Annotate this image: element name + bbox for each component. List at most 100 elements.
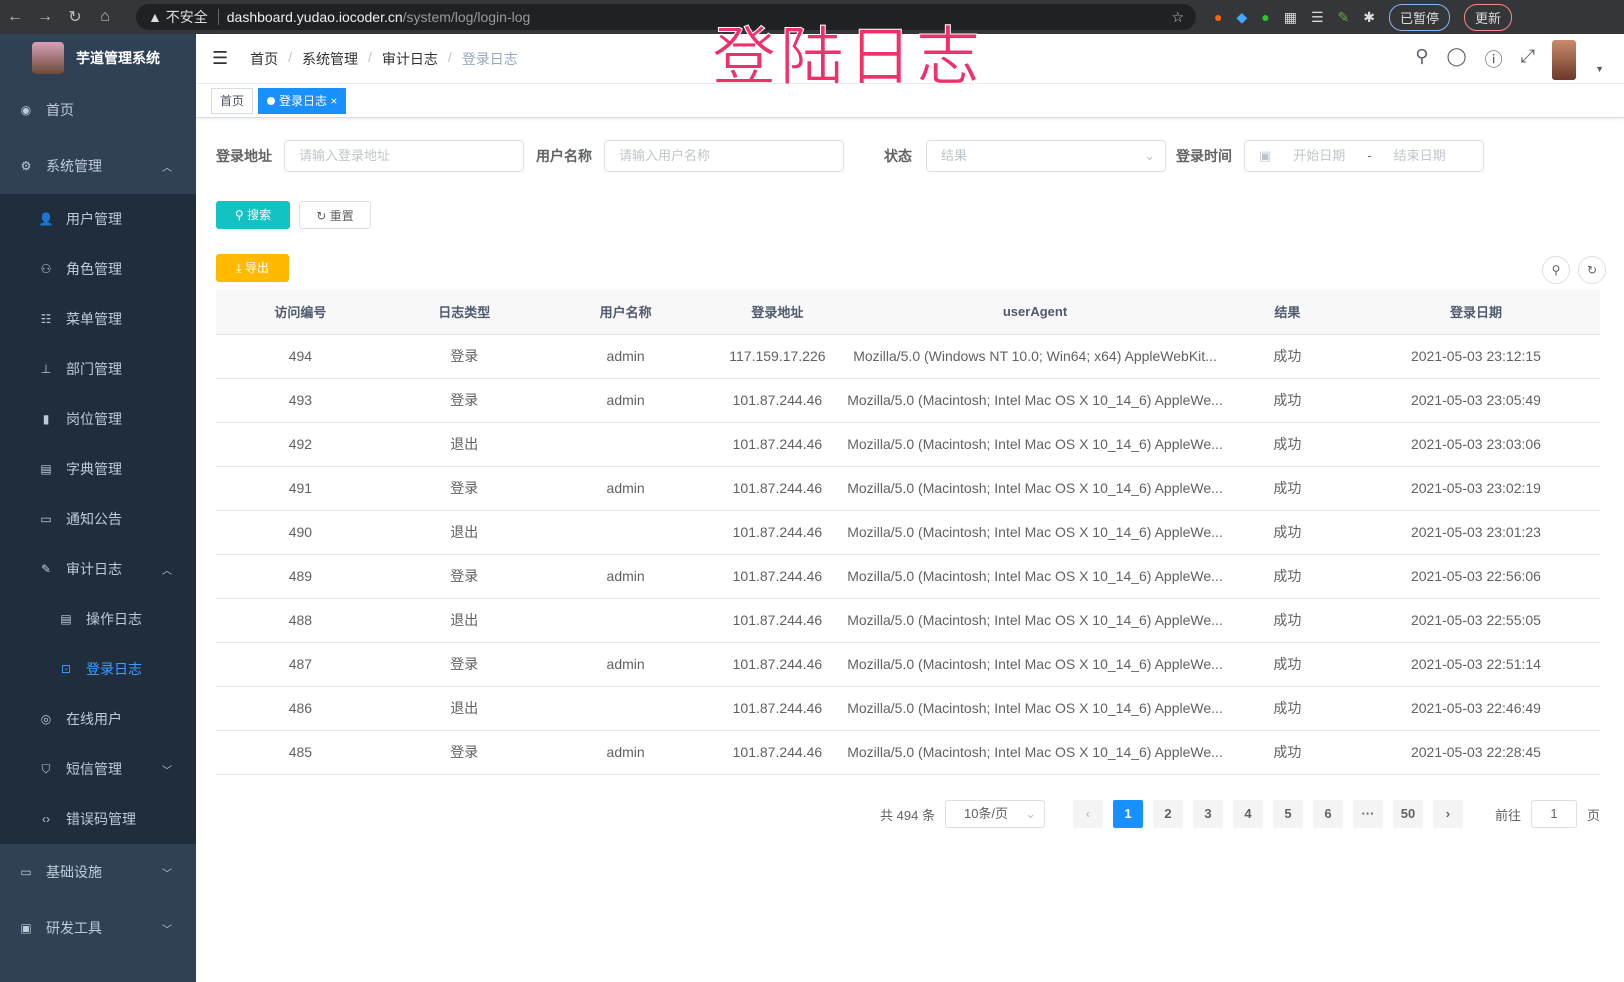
- table-cell: 494: [216, 334, 385, 379]
- table-row[interactable]: 485 登录 admin 101.87.244.46 Mozilla/5.0 (Maci…: [216, 730, 1600, 775]
- calendar-icon: ▣: [1259, 148, 1272, 163]
- table-cell: 2021-05-03 23:03:06: [1351, 422, 1600, 467]
- sidebar-item[interactable]: ⊥ 部门管理: [0, 344, 196, 394]
- bookmark-star-icon[interactable]: ☆: [1171, 8, 1184, 25]
- home-icon[interactable]: ⌂: [100, 8, 110, 25]
- sidebar-logo[interactable]: 芋道管理系统: [0, 34, 196, 82]
- table-cell: 492: [216, 422, 385, 467]
- table-cell: 489: [216, 554, 385, 599]
- page-button[interactable]: ···: [1352, 800, 1383, 828]
- sidebar-item[interactable]: ◎ 在线用户: [0, 694, 196, 744]
- sidebar-item-label: 字典管理: [66, 461, 122, 477]
- sidebar-item[interactable]: ▭ 通知公告: [0, 494, 196, 544]
- forward-icon[interactable]: →: [37, 8, 53, 25]
- table-row[interactable]: 494 登录 admin 117.159.17.226 Mozilla/5.0 (Win…: [216, 334, 1600, 379]
- prev-page-button[interactable]: ‹: [1072, 800, 1103, 828]
- table-row[interactable]: 486 退出 101.87.244.46 Mozilla/5.0 (Macintosh…: [216, 686, 1600, 731]
- breadcrumb-item[interactable]: 首页: [250, 50, 279, 67]
- status-select[interactable]: 结果 ⌄: [926, 140, 1166, 172]
- table-cell: 2021-05-03 23:12:15: [1351, 334, 1600, 379]
- start-date-input[interactable]: 开始日期: [1293, 148, 1346, 163]
- fullscreen-icon[interactable]: ⤢: [1520, 46, 1535, 66]
- tag-login-log[interactable]: 登录日志 ×: [258, 87, 347, 114]
- extension-icon[interactable]: ●: [1261, 9, 1270, 25]
- sidebar-item[interactable]: ▤ 操作日志: [0, 594, 196, 644]
- page-button[interactable]: 5: [1272, 800, 1303, 828]
- tag-home[interactable]: 首页: [211, 87, 254, 114]
- extension-icon[interactable]: ✎: [1337, 8, 1350, 25]
- update-button[interactable]: 更新: [1464, 3, 1513, 31]
- close-icon[interactable]: ×: [330, 93, 338, 108]
- sidebar-item[interactable]: ⊡ 登录日志: [0, 644, 196, 694]
- github-icon[interactable]: ◯: [1446, 46, 1467, 66]
- sidebar-item[interactable]: ⛉ 短信管理 ﹀: [0, 744, 196, 794]
- table-cell: 101.87.244.46: [707, 378, 848, 423]
- tree-icon: ⊥: [40, 362, 52, 376]
- logininfor-icon: ⊡: [60, 662, 72, 676]
- chevron-down-icon: ⌄: [1025, 806, 1036, 821]
- hamburger-icon[interactable]: ☰: [212, 48, 229, 68]
- reset-button[interactable]: ↻ 重置: [299, 201, 371, 229]
- table-cell: Mozilla/5.0 (Macintosh; Intel Mac OS X 1…: [847, 422, 1223, 467]
- sidebar-item[interactable]: ⚇ 角色管理: [0, 244, 196, 294]
- goto-page-input[interactable]: 1: [1530, 800, 1577, 828]
- table-cell: 491: [216, 466, 385, 511]
- chevron-down-icon: ﹀: [162, 868, 172, 880]
- table-row[interactable]: 490 退出 101.87.244.46 Mozilla/5.0 (Macintosh…: [216, 510, 1600, 555]
- page-button[interactable]: 4: [1232, 800, 1263, 828]
- extension-icon[interactable]: ▦: [1283, 8, 1297, 25]
- extension-icon[interactable]: ◆: [1236, 8, 1248, 25]
- username-input[interactable]: 请输入用户名称: [604, 140, 844, 172]
- refresh-button[interactable]: ↻: [1578, 256, 1606, 284]
- profile-button[interactable]: 已暂停: [1388, 3, 1450, 31]
- reload-icon[interactable]: ↻: [68, 9, 82, 26]
- table-cell: 成功: [1222, 642, 1352, 687]
- sidebar-item[interactable]: ✎ 审计日志 ︿: [0, 544, 196, 594]
- toggle-search-button[interactable]: ⚲: [1542, 256, 1570, 284]
- sidebar-item[interactable]: ⚙ 系统管理 ︿: [0, 138, 196, 194]
- sidebar-item[interactable]: ☷ 菜单管理: [0, 294, 196, 344]
- table-cell: 成功: [1222, 598, 1352, 643]
- table-cell: Mozilla/5.0 (Macintosh; Intel Mac OS X 1…: [847, 378, 1223, 423]
- search-button[interactable]: ⚲ 搜索: [216, 201, 290, 229]
- table-row[interactable]: 487 登录 admin 101.87.244.46 Mozilla/5.0 (Maci…: [216, 642, 1600, 687]
- page-button[interactable]: 50: [1392, 800, 1423, 828]
- extension-icon[interactable]: ●: [1214, 9, 1223, 25]
- page-size-select[interactable]: 10条/页 ⌄: [944, 800, 1045, 828]
- puzzle-icon[interactable]: ✱: [1363, 8, 1375, 25]
- date-range-picker[interactable]: ▣ 开始日期 - 结束日期: [1244, 140, 1484, 172]
- export-button[interactable]: ⤓ 导出: [216, 254, 289, 282]
- caret-down-icon[interactable]: ▼: [1595, 64, 1604, 74]
- table-row[interactable]: 493 登录 admin 101.87.244.46 Mozilla/5.0 (Maci…: [216, 378, 1600, 423]
- sidebar-item[interactable]: 👤 用户管理: [0, 194, 196, 244]
- sidebar-item-label: 短信管理: [66, 761, 122, 777]
- sidebar-item[interactable]: ◉ 首页: [0, 82, 196, 138]
- page-button[interactable]: 2: [1152, 800, 1183, 828]
- page-button[interactable]: 3: [1192, 800, 1223, 828]
- back-icon[interactable]: ←: [7, 8, 23, 25]
- sidebar-item[interactable]: ▣ 研发工具 ﹀: [0, 900, 196, 956]
- help-icon[interactable]: ⓘ: [1484, 50, 1503, 70]
- breadcrumb-item[interactable]: 系统管理: [302, 50, 359, 67]
- table-row[interactable]: 491 登录 admin 101.87.244.46 Mozilla/5.0 (Maci…: [216, 466, 1600, 511]
- table-cell: 退出: [384, 422, 544, 467]
- avatar[interactable]: [1552, 40, 1576, 80]
- extension-icon[interactable]: ☰: [1310, 8, 1324, 25]
- sidebar-item[interactable]: ‹› 错误码管理: [0, 794, 196, 844]
- table-row[interactable]: 489 登录 admin 101.87.244.46 Mozilla/5.0 (Maci…: [216, 554, 1600, 599]
- login-address-input[interactable]: 请输入登录地址: [284, 140, 524, 172]
- sidebar-item[interactable]: ▭ 基础设施 ﹀: [0, 844, 196, 900]
- end-date-input[interactable]: 结束日期: [1393, 148, 1446, 163]
- search-icon[interactable]: ⚲: [1415, 46, 1429, 66]
- column-header: 结果: [1222, 290, 1352, 335]
- page-button[interactable]: 1: [1112, 800, 1143, 828]
- table-cell: 117.159.17.226: [707, 334, 848, 379]
- sidebar-item[interactable]: ▤ 字典管理: [0, 444, 196, 494]
- page-button[interactable]: 6: [1312, 800, 1343, 828]
- next-page-button[interactable]: ›: [1432, 800, 1463, 828]
- table-row[interactable]: 492 退出 101.87.244.46 Mozilla/5.0 (Macintosh…: [216, 422, 1600, 467]
- table-row[interactable]: 488 退出 101.87.244.46 Mozilla/5.0 (Macintosh…: [216, 598, 1600, 643]
- sidebar-item[interactable]: ▮ 岗位管理: [0, 394, 196, 444]
- breadcrumb-item[interactable]: 审计日志: [381, 50, 438, 67]
- address-bar[interactable]: ▲ 不安全 dashboard.yudao.iocoder.cn/system/…: [136, 4, 1196, 30]
